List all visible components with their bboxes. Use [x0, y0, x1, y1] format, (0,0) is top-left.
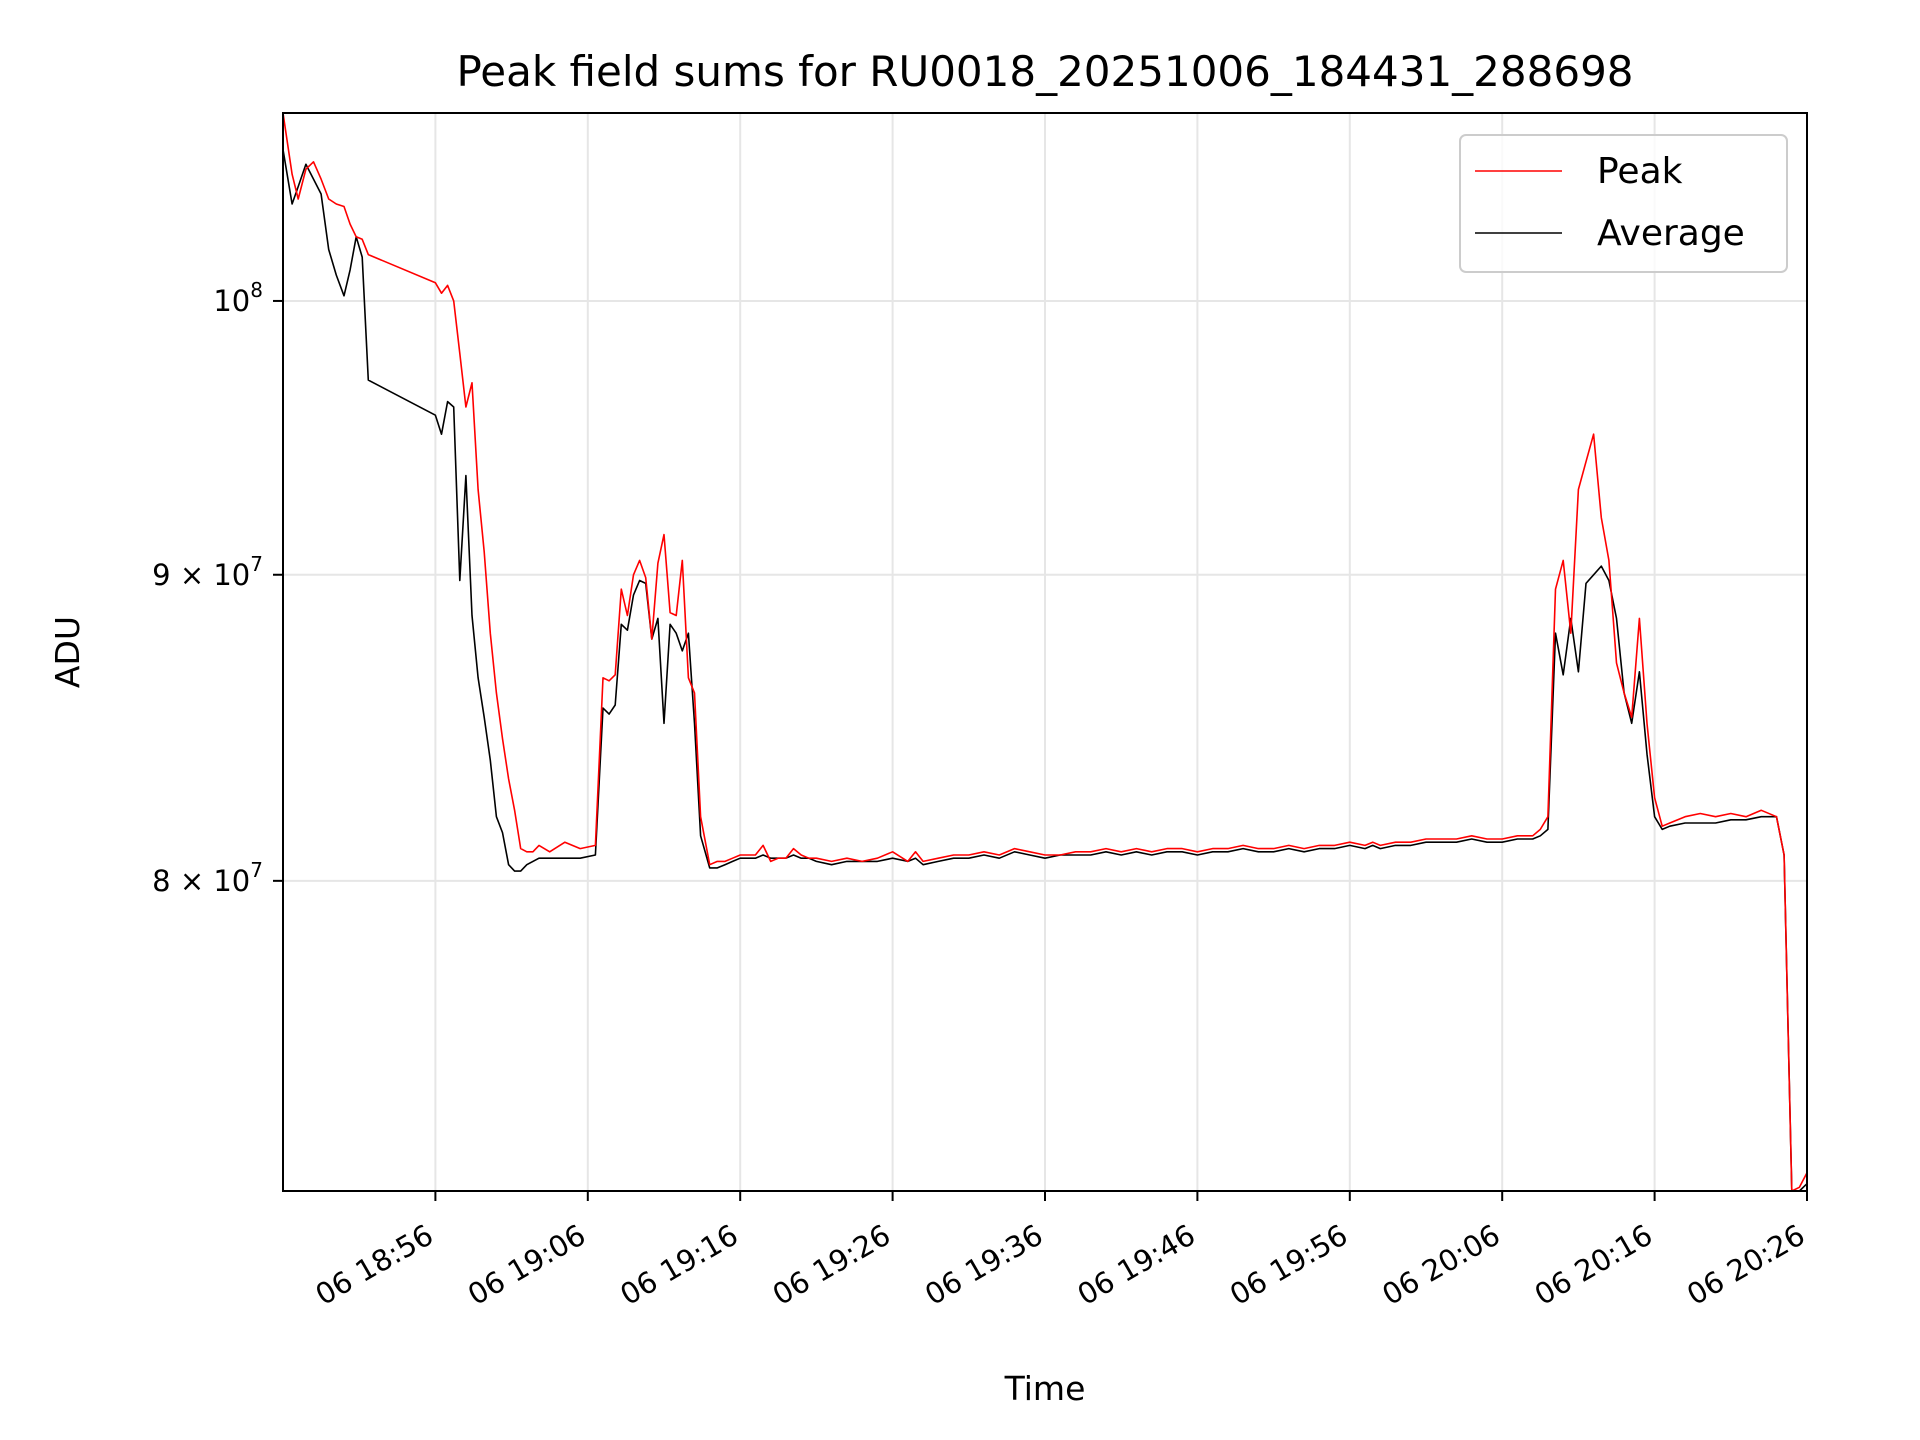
y-tick-label-exponent: 8 [250, 278, 263, 302]
y-tick-label-base: 10 [213, 284, 250, 318]
legend-label-average: Average [1597, 213, 1745, 254]
series-line-average [282, 149, 1808, 1192]
legend: Peak Average [1459, 134, 1788, 273]
chart-title: Peak field sums for RU0018_20251006_1844… [456, 47, 1633, 96]
y-axis-title: ADU [48, 616, 87, 688]
y-tick-label: 9 × 107 [152, 552, 263, 592]
legend-label-peak: Peak [1597, 151, 1683, 192]
y-tick-label-exponent: 7 [250, 552, 263, 576]
y-tick-label: 108 [213, 278, 263, 318]
legend-box [1459, 134, 1788, 273]
y-tick-label-base: 9 × 10 [152, 558, 250, 592]
y-tick-label-base: 8 × 10 [152, 864, 250, 898]
y-tick-label: 8 × 107 [152, 858, 263, 898]
series-group [282, 112, 1808, 1192]
series-line-peak [282, 112, 1808, 1192]
y-tick-label-exponent: 7 [250, 858, 263, 882]
x-axis-title: Time [1004, 1369, 1086, 1408]
